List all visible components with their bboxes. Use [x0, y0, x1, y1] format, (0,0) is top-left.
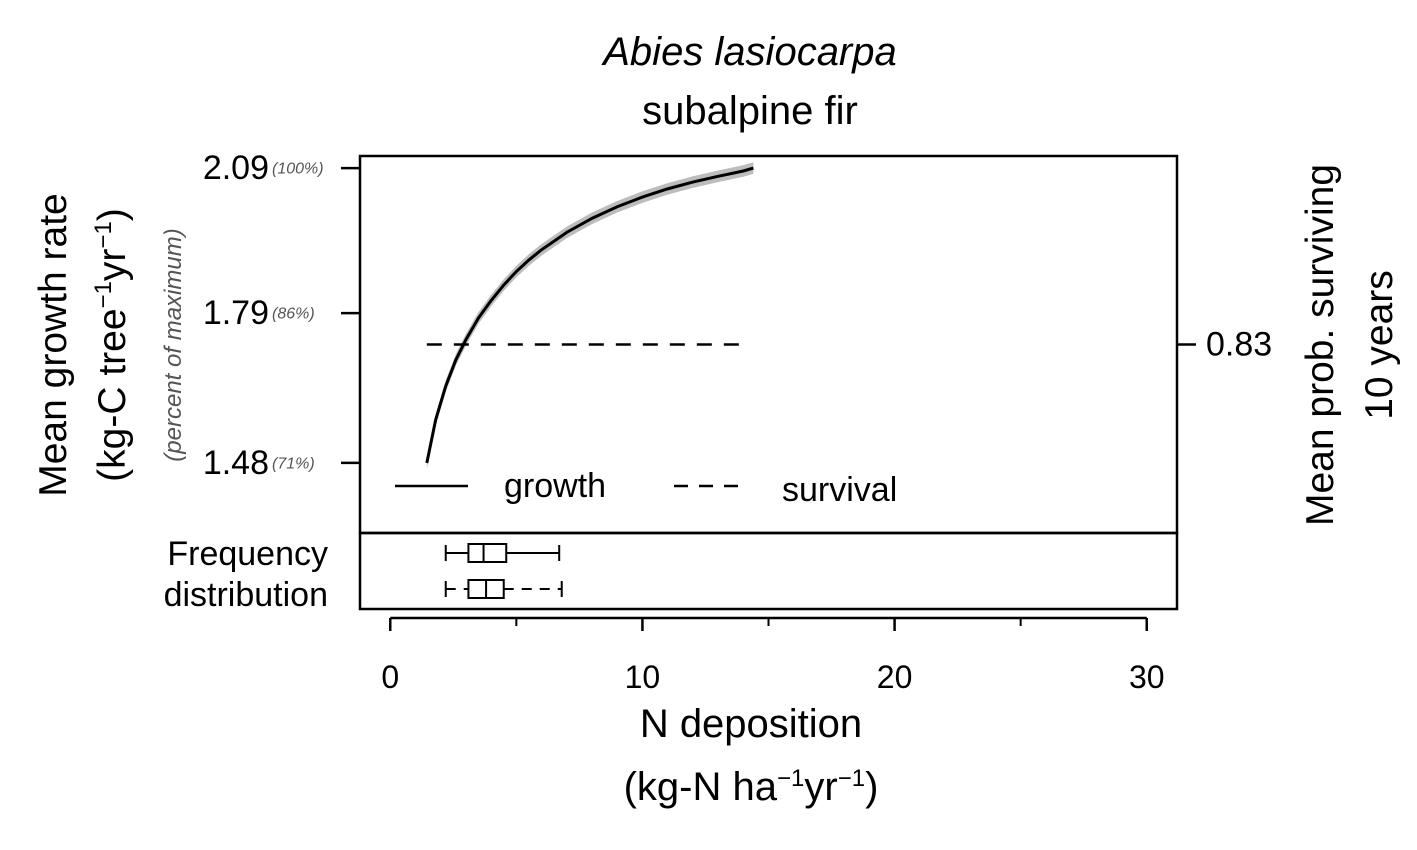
y-tick-label-0: 1.48 — [203, 444, 269, 482]
x-tick-label-0: 0 — [381, 659, 399, 695]
y-axis-right-line1: Mean prob. surviving — [1299, 164, 1342, 526]
x-axis-units-sup-2: −1 — [838, 765, 865, 792]
y-tick-label-1: 1.79 — [203, 294, 269, 332]
x-axis-units-mid: yr — [804, 765, 837, 809]
y-axis-units-sup-1: −1 — [90, 281, 117, 308]
y-axis-label-units: (kg-C tree−1yr−1) — [90, 208, 134, 482]
frequency-panel-frame — [358, 531, 1179, 611]
boxplot-survival — [444, 579, 563, 599]
y-axis-sublabel: (percent of maximum) — [160, 228, 187, 461]
x-tick-label-2: 20 — [877, 659, 913, 695]
y-axis-units-post: ) — [91, 208, 134, 221]
x-axis-units-sup-1: −1 — [777, 765, 804, 792]
y-tick-label-2: 2.09 — [203, 149, 269, 187]
y-axis-units-pre: (kg-C tree — [91, 308, 134, 481]
boxplot-box — [467, 543, 508, 563]
x-axis-units-pre: (kg-N ha — [624, 765, 778, 809]
x-axis-units-post: ) — [865, 765, 878, 809]
y-axis-right-line2: 10 years — [1358, 270, 1401, 420]
growth-curve — [425, 166, 754, 464]
y-axis-units-text: (kg-C tree−1yr−1) — [90, 208, 134, 482]
chart-title-species: Abies lasiocarpa — [601, 30, 897, 74]
legend: growth survival — [395, 467, 897, 509]
y-axis-label-right: Mean prob. surviving — [1299, 164, 1342, 526]
legend-growth-label: growth — [504, 467, 606, 505]
right-axis-tick-label: 0.83 — [1206, 326, 1272, 364]
legend-survival-label: survival — [782, 471, 897, 509]
x-axis: 0 10 20 30 — [381, 616, 1165, 695]
y-axis-sublabel-text: (percent of maximum) — [160, 228, 187, 461]
y-tick-pct-1: (86%) — [272, 306, 315, 323]
y-axis-label-left: Mean growth rate — [32, 193, 75, 497]
chart-title-common: subalpine fir — [642, 89, 858, 133]
y-axis-label-right-2: 10 years — [1358, 270, 1401, 420]
frequency-label-line1: Frequency — [167, 535, 328, 573]
x-axis-label-line1: N deposition — [640, 702, 862, 746]
x-tick-label-3: 30 — [1129, 659, 1165, 695]
x-tick-label-1: 10 — [625, 659, 661, 695]
y-axis-units-sup-2: −1 — [90, 221, 117, 248]
y-tick-pct-0: (71%) — [272, 455, 315, 472]
boxplots — [444, 543, 563, 599]
y-tick-pct-2: (100%) — [272, 161, 324, 178]
growth-confidence-band — [426, 162, 754, 469]
x-axis-label-line2: (kg-N ha−1yr−1) — [624, 765, 879, 809]
y-axis-units-mid: yr — [91, 249, 134, 282]
y-ticks-left: 1.48 (71%) 1.79 (86%) 2.09 (100%) — [203, 149, 360, 482]
y-axis-label-line1: Mean growth rate — [32, 193, 75, 497]
boxplot-growth — [444, 543, 561, 563]
frequency-label-line2: distribution — [164, 576, 328, 614]
